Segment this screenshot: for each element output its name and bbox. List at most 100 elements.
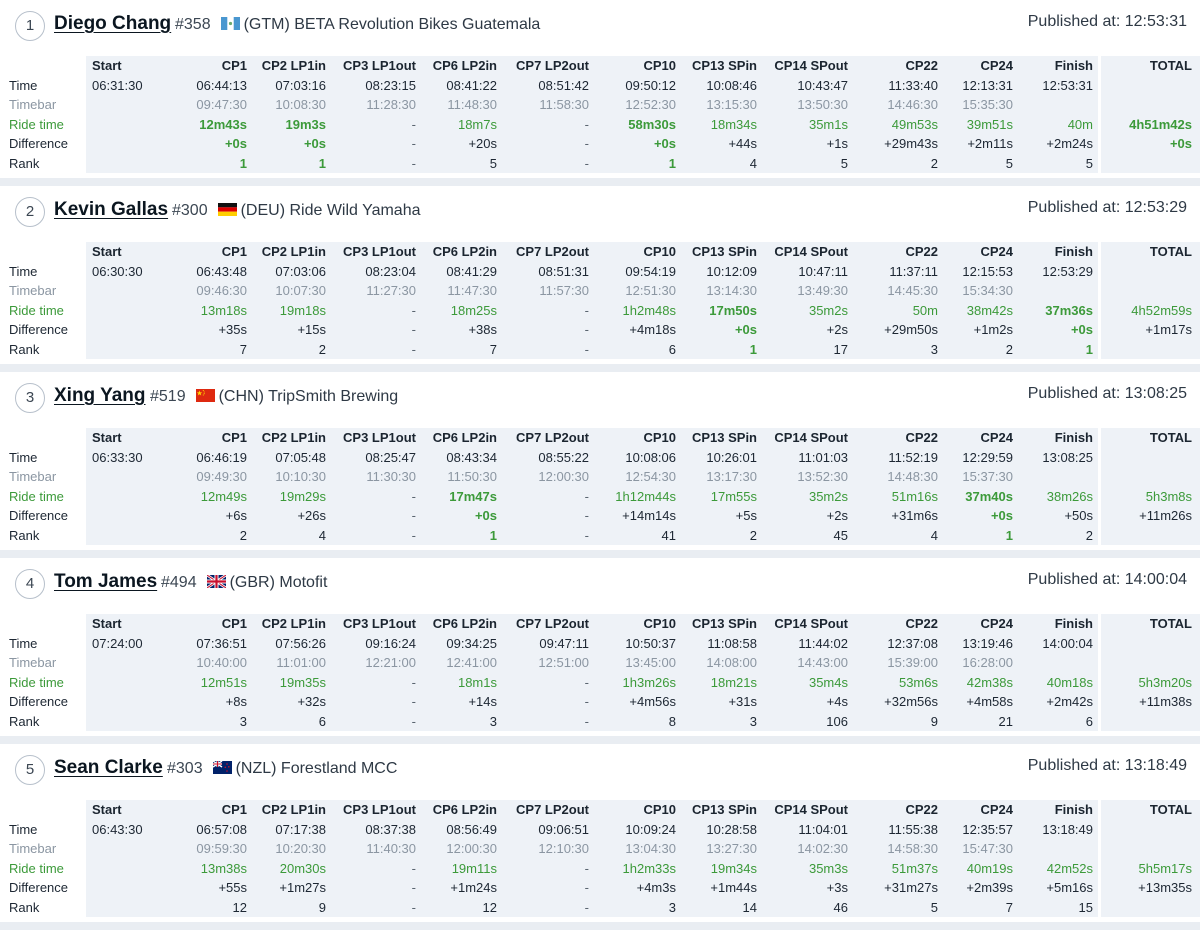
time-cell: 10:08:46 [706,77,757,93]
row-label-rank: Rank [9,527,40,543]
flag-gtm-icon [220,17,240,30]
splits-table: Start CP1 CP2 LP1in CP3 LP1out CP6 LP2in CP7 … [0,614,1200,731]
published-time: 14:00:04 [1124,571,1187,588]
team-name: (DEU) Ride Wild Yamaha [240,202,421,219]
time-cell: 10:28:58 [706,821,757,837]
difference-cell: +2s [826,508,848,523]
time-cell: 09:47:11 [539,635,589,651]
difference-cell: +1m17s [1145,322,1192,337]
column-header: CP13 SPin [691,430,757,445]
row-label-rank: Rank [9,341,40,357]
splits-band [86,56,1098,173]
difference-cell: +11m38s [1139,694,1192,709]
team-name: (GBR) Motofit [229,574,328,591]
timebar-cell: 11:01:00 [276,655,326,670]
column-header: CP24 [980,616,1013,631]
ride-time-cell: 12m51s [200,674,247,690]
timebar-cell: 13:50:30 [797,97,848,112]
ride-time-cell: 40m18s [1046,674,1093,690]
timebar-cell: 11:58:30 [539,97,589,112]
ride-time-cell: 19m18s [279,302,326,318]
ride-time-cell: 18m7s [457,116,497,132]
time-cell: 07:56:26 [275,635,326,651]
rider-name-link[interactable]: Tom James [54,571,158,592]
difference-cell: - [411,322,416,337]
rank-cell: 6 [668,341,676,357]
rider-header: 5 Sean Clarke #303 (NZL) Forestland MCC Publ… [0,744,1200,790]
row-label-rank: Rank [9,899,40,915]
time-cell: 09:50:12 [625,77,676,93]
timebar-cell: 14:58:30 [887,841,938,856]
column-header: CP13 SPin [691,802,757,817]
difference-cell: +0s [990,508,1013,523]
rank-cell: 45 [833,527,848,543]
timebar-cell: 13:52:30 [797,469,848,484]
difference-cell: +1m2s [973,322,1013,337]
ride-time-cell: 50m [912,302,938,318]
timebar-cell: 13:45:00 [625,655,676,670]
difference-cell: +2m42s [1046,694,1093,709]
rider-header: 4 Tom James #494 (GBR) Motofit Published at:… [0,558,1200,604]
rank-cell: 7 [489,341,497,357]
time-cell: 06:43:48 [196,263,247,279]
splits-band [86,614,1098,731]
ride-time-cell: 35m4s [808,674,848,690]
row-label-difference: Difference [9,880,69,895]
timebar-cell: 11:40:30 [366,841,416,856]
time-cell: 08:56:49 [446,821,497,837]
row-label-difference: Difference [9,508,69,523]
column-header: CP10 [643,802,676,817]
total-band [1101,242,1200,359]
rank-cell: 2 [1085,527,1093,543]
time-cell: 06:44:13 [196,77,247,93]
difference-cell: +14m14s [622,508,676,523]
splits-band [86,428,1098,545]
rider-name-link[interactable]: Kevin Gallas [54,199,169,220]
column-header: CP13 SPin [691,58,757,73]
difference-cell: +15s [297,322,326,337]
difference-cell: +4m56s [629,694,676,709]
ride-time-cell: 12m43s [199,116,247,132]
bib-number: #358 [175,16,211,33]
timebar-cell: 15:37:30 [962,469,1013,484]
column-header: CP2 LP1in [261,58,326,73]
rank-cell: - [411,899,416,915]
ride-time-cell: 38m26s [1046,488,1093,504]
column-header: Start [92,616,122,631]
published-at: Published at: 12:53:31 [1028,13,1187,31]
difference-cell: +2m24s [1046,136,1093,151]
column-header: TOTAL [1149,616,1192,631]
rider-info: #358 (GTM) BETA Revolution Bikes Guatemal… [175,16,540,34]
rank-cell: 4 [318,527,326,543]
column-header: CP14 SPout [774,616,848,631]
splits-table: Start CP1 CP2 LP1in CP3 LP1out CP6 LP2in CP7 … [0,428,1200,545]
timebar-cell: 11:50:30 [447,469,497,484]
column-header: CP7 LP2out [516,616,589,631]
timebar-cell: 12:41:00 [446,655,497,670]
row-label-timebar: Timebar [9,469,57,484]
timebar-cell: 12:52:30 [625,97,676,112]
column-header: CP22 [905,616,938,631]
row-label-timebar: Timebar [9,841,57,856]
rider-name-link[interactable]: Diego Chang [54,13,172,34]
rider-info: #303 (NZL) Forestland MCC [167,760,397,778]
rider-name-link[interactable]: Xing Yang [54,385,146,406]
column-header: CP10 [643,616,676,631]
timebar-cell: 14:43:00 [797,655,848,670]
ride-time-cell: 51m16s [891,488,938,504]
column-header: CP1 [221,430,247,445]
rank-cell: 9 [318,899,326,915]
timebar-cell: 12:10:30 [538,841,589,856]
bib-number: #303 [167,760,203,777]
timebar-cell: 10:40:00 [196,655,247,670]
rank-cell: 2 [318,341,326,357]
difference-cell: +35s [218,322,247,337]
rider-name-link[interactable]: Sean Clarke [54,757,163,778]
difference-cell: - [411,694,416,709]
column-header: CP10 [643,430,676,445]
ride-time-cell: 17m55s [710,488,757,504]
timebar-cell: 13:04:30 [625,841,676,856]
timebar-cell: 11:27:30 [366,283,416,298]
ride-time-cell: 12m49s [200,488,247,504]
position-badge: 5 [15,755,45,785]
